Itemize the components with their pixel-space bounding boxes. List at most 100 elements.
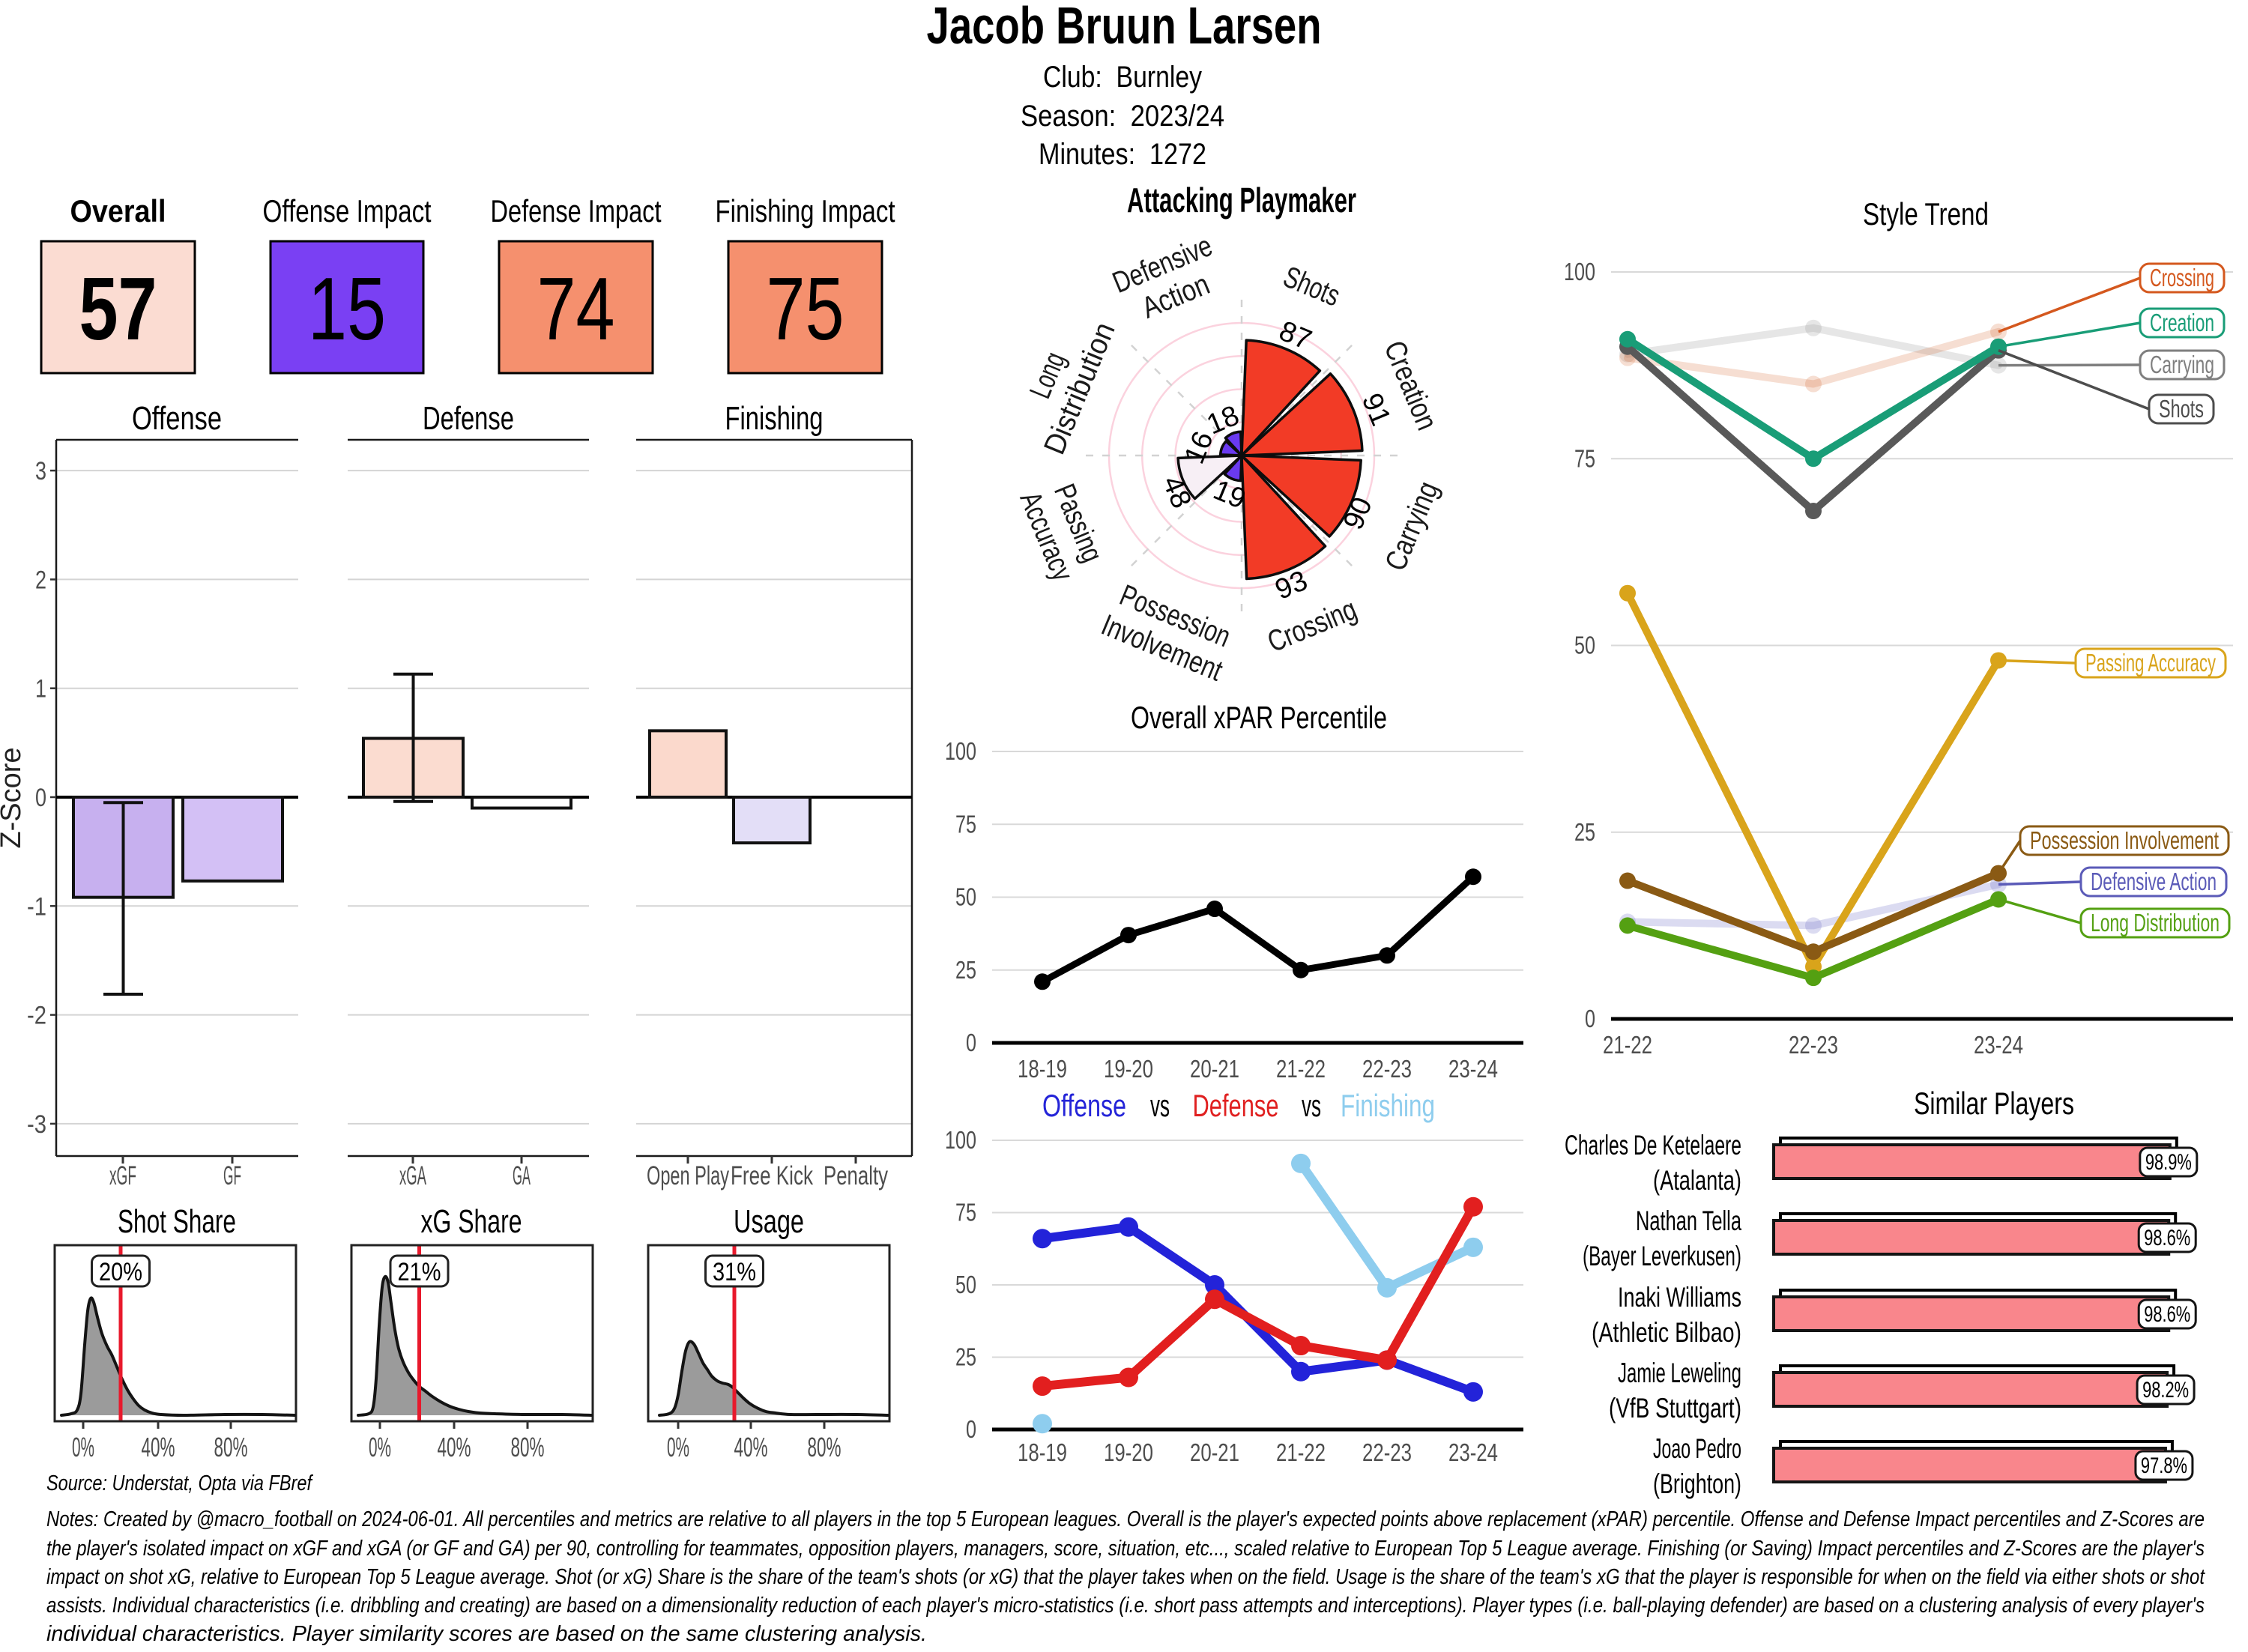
svg-text:40%: 40% bbox=[438, 1432, 471, 1462]
svg-text:50: 50 bbox=[955, 1271, 976, 1298]
svg-text:Overall: Overall bbox=[70, 193, 166, 229]
svg-text:GA: GA bbox=[513, 1161, 531, 1190]
svg-text:Notes: Created by @macro_footb: Notes: Created by @macro_football on 202… bbox=[46, 1507, 2205, 1531]
svg-text:21-22: 21-22 bbox=[1276, 1055, 1326, 1083]
svg-text:vs: vs bbox=[1150, 1088, 1170, 1123]
svg-text:xGF: xGF bbox=[109, 1161, 136, 1190]
svg-text:40%: 40% bbox=[734, 1432, 768, 1462]
svg-text:20-21: 20-21 bbox=[1190, 1438, 1239, 1466]
svg-text:18-19: 18-19 bbox=[1018, 1438, 1067, 1466]
svg-text:Passing Accuracy: Passing Accuracy bbox=[2085, 649, 2216, 677]
svg-text:(Athletic Bilbao): (Athletic Bilbao) bbox=[1592, 1317, 1741, 1348]
svg-text:0%: 0% bbox=[667, 1432, 689, 1462]
svg-text:Defense: Defense bbox=[1193, 1088, 1279, 1123]
svg-text:19-20: 19-20 bbox=[1104, 1438, 1153, 1466]
svg-text:Creation: Creation bbox=[2150, 309, 2214, 336]
svg-text:Joao Pedro: Joao Pedro bbox=[1653, 1433, 1741, 1464]
svg-text:40%: 40% bbox=[142, 1432, 175, 1462]
svg-text:Offense Impact: Offense Impact bbox=[263, 193, 432, 229]
svg-text:Possession Involvement: Possession Involvement bbox=[2030, 826, 2219, 854]
svg-text:97.8%: 97.8% bbox=[2141, 1453, 2187, 1478]
svg-text:3: 3 bbox=[35, 457, 46, 485]
svg-text:0%: 0% bbox=[369, 1432, 391, 1462]
svg-text:21%: 21% bbox=[398, 1258, 441, 1286]
svg-text:18-19: 18-19 bbox=[1018, 1055, 1067, 1083]
svg-text:80%: 80% bbox=[808, 1432, 842, 1462]
svg-text:Minutes: 1272: Minutes: 1272 bbox=[1039, 138, 1206, 171]
svg-text:22-23: 22-23 bbox=[1362, 1438, 1412, 1466]
svg-text:Overall xPAR Percentile: Overall xPAR Percentile bbox=[1131, 700, 1387, 735]
svg-text:Carrying: Carrying bbox=[2150, 351, 2214, 378]
svg-text:98.9%: 98.9% bbox=[2145, 1150, 2192, 1175]
svg-text:15: 15 bbox=[308, 259, 386, 359]
svg-text:25: 25 bbox=[955, 1343, 976, 1371]
svg-text:Finishing: Finishing bbox=[725, 400, 824, 437]
svg-text:23-24: 23-24 bbox=[1448, 1438, 1498, 1466]
svg-text:vs: vs bbox=[1302, 1088, 1321, 1123]
svg-text:Jacob Bruun Larsen: Jacob Bruun Larsen bbox=[927, 0, 1322, 55]
svg-text:Defensive Action: Defensive Action bbox=[2091, 868, 2217, 895]
svg-text:Style Trend: Style Trend bbox=[1863, 196, 1989, 232]
svg-text:Open Play: Open Play bbox=[647, 1161, 729, 1190]
svg-text:100: 100 bbox=[1564, 258, 1595, 285]
svg-text:Finishing: Finishing bbox=[1341, 1088, 1435, 1123]
svg-text:Attacking Playmaker: Attacking Playmaker bbox=[1127, 181, 1356, 220]
svg-text:(Brighton): (Brighton) bbox=[1653, 1468, 1741, 1499]
svg-text:Finishing Impact: Finishing Impact bbox=[716, 193, 895, 229]
svg-text:Z-Score: Z-Score bbox=[0, 747, 27, 848]
svg-text:75: 75 bbox=[955, 1199, 976, 1226]
svg-text:23-24: 23-24 bbox=[1448, 1055, 1498, 1083]
svg-text:Nathan Tella: Nathan Tella bbox=[1636, 1205, 1741, 1236]
svg-text:2: 2 bbox=[35, 566, 46, 594]
svg-text:Penalty: Penalty bbox=[824, 1161, 888, 1190]
svg-text:0%: 0% bbox=[72, 1432, 94, 1462]
svg-text:-2: -2 bbox=[27, 1002, 46, 1030]
svg-text:74: 74 bbox=[537, 259, 615, 359]
svg-text:-3: -3 bbox=[27, 1110, 46, 1139]
svg-text:0: 0 bbox=[966, 1029, 976, 1056]
svg-text:19-20: 19-20 bbox=[1104, 1055, 1153, 1083]
svg-text:100: 100 bbox=[945, 737, 976, 765]
svg-text:22-23: 22-23 bbox=[1789, 1031, 1838, 1059]
svg-text:xGA: xGA bbox=[399, 1161, 426, 1190]
svg-text:the player's isolated impact o: the player's isolated impact on xGF and … bbox=[46, 1537, 2205, 1561]
svg-text:80%: 80% bbox=[511, 1432, 545, 1462]
svg-text:75: 75 bbox=[1574, 444, 1595, 472]
svg-text:0: 0 bbox=[1585, 1005, 1595, 1032]
svg-text:25: 25 bbox=[1574, 818, 1595, 846]
svg-text:Jamie Leweling: Jamie Leweling bbox=[1618, 1358, 1741, 1388]
svg-text:98.6%: 98.6% bbox=[2144, 1302, 2190, 1327]
svg-text:Usage: Usage bbox=[734, 1203, 804, 1240]
svg-text:Club: Burnley: Club: Burnley bbox=[1043, 61, 1202, 94]
svg-text:Crossing: Crossing bbox=[2150, 264, 2214, 291]
svg-text:22-23: 22-23 bbox=[1362, 1055, 1412, 1083]
svg-text:Shot Share: Shot Share bbox=[118, 1203, 236, 1240]
svg-text:Defense: Defense bbox=[423, 400, 514, 437]
svg-text:50: 50 bbox=[955, 883, 976, 911]
svg-text:Source: Understat, Opta via FB: Source: Understat, Opta via FBref bbox=[46, 1471, 313, 1495]
svg-text:100: 100 bbox=[945, 1126, 976, 1154]
svg-text:0: 0 bbox=[35, 784, 46, 812]
svg-text:Similar Players: Similar Players bbox=[1914, 1086, 2074, 1121]
svg-text:Charles De Ketelaere: Charles De Ketelaere bbox=[1565, 1130, 1741, 1161]
svg-text:21-22: 21-22 bbox=[1603, 1031, 1652, 1059]
svg-text:individual characteristics. Pl: individual characteristics. Player simil… bbox=[46, 1622, 927, 1646]
svg-text:(Bayer Leverkusen): (Bayer Leverkusen) bbox=[1583, 1241, 1741, 1271]
svg-text:GF: GF bbox=[223, 1161, 241, 1190]
svg-text:57: 57 bbox=[79, 259, 157, 359]
svg-text:21-22: 21-22 bbox=[1276, 1438, 1326, 1466]
svg-text:31%: 31% bbox=[713, 1258, 756, 1286]
svg-text:Shots: Shots bbox=[2159, 395, 2204, 423]
svg-text:25: 25 bbox=[955, 956, 976, 984]
svg-text:assists. Individual characteri: assists. Individual characteristics (i.e… bbox=[46, 1594, 2205, 1618]
svg-text:Inaki Williams: Inaki Williams bbox=[1618, 1282, 1741, 1313]
svg-text:(VfB Stuttgart): (VfB Stuttgart) bbox=[1609, 1393, 1741, 1423]
svg-text:75: 75 bbox=[955, 810, 976, 838]
svg-text:Free Kick: Free Kick bbox=[731, 1161, 813, 1190]
svg-text:50: 50 bbox=[1574, 632, 1595, 659]
svg-text:(Atalanta): (Atalanta) bbox=[1653, 1165, 1741, 1196]
svg-text:xG Share: xG Share bbox=[421, 1203, 522, 1240]
svg-text:98.6%: 98.6% bbox=[2144, 1226, 2190, 1250]
svg-text:1: 1 bbox=[35, 675, 46, 704]
svg-text:0: 0 bbox=[966, 1415, 976, 1443]
